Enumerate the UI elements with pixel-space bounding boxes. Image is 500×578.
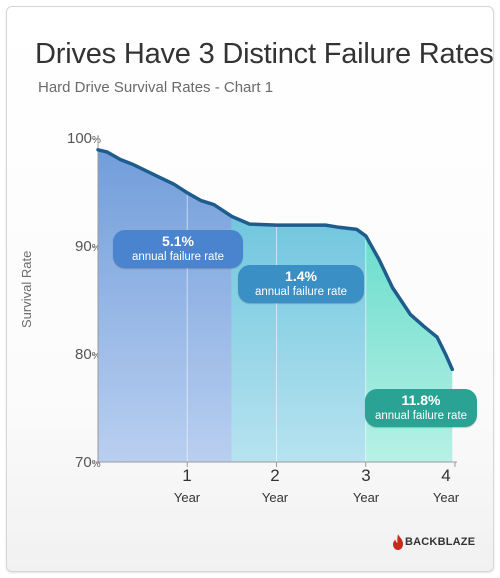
x-tick-number: 1 <box>182 466 192 485</box>
y-tick-unit: % <box>91 243 101 254</box>
failure-rate-value: 5.1% <box>162 233 194 249</box>
x-tick-number: 2 <box>270 466 280 485</box>
x-tick-number: 3 <box>361 466 371 485</box>
x-tick-unit: Year <box>352 490 380 505</box>
failure-rate-value: 11.8% <box>401 392 441 408</box>
failure-rate-caption: annual failure rate <box>254 286 348 298</box>
y-tick-number: 70 <box>75 454 92 471</box>
flame-icon <box>393 534 403 550</box>
y-tick-unit: % <box>91 351 101 362</box>
y-tick-label: 100% <box>67 130 101 147</box>
y-tick-number: 100 <box>67 130 93 147</box>
failure-rate-badge: 11.8% annual failure rate <box>365 389 477 427</box>
failure-rate-value: 1.4% <box>285 268 317 284</box>
y-tick-label: 80% <box>75 346 101 363</box>
y-tick-number: 80 <box>75 346 92 363</box>
y-tick-label: 70% <box>75 454 101 471</box>
failure-rate-badge: 1.4% annual failure rate <box>238 265 364 303</box>
survival-rate-line <box>96 148 455 372</box>
x-tick-unit: Year <box>432 490 460 505</box>
y-tick-number: 90 <box>75 238 92 255</box>
chart-subtitle: Hard Drive Survival Rates - Chart 1 <box>38 79 274 96</box>
chart-title: Drives Have 3 Distinct Failure Rates <box>35 38 494 70</box>
failure-rate-caption: annual failure rate <box>131 251 225 263</box>
x-tick-number: 4 <box>441 466 451 485</box>
y-tick-unit: % <box>92 135 101 146</box>
x-tick-unit: Year <box>261 490 289 505</box>
failure-rate-badge: 5.1% annual failure rate <box>113 230 243 268</box>
failure-rate-caption: annual failure rate <box>374 410 468 422</box>
backblaze-logo: BACKBLAZE <box>405 536 476 548</box>
x-tick-unit: Year <box>173 490 201 505</box>
y-tick-unit: % <box>91 459 101 470</box>
y-tick-label: 90% <box>75 238 101 255</box>
